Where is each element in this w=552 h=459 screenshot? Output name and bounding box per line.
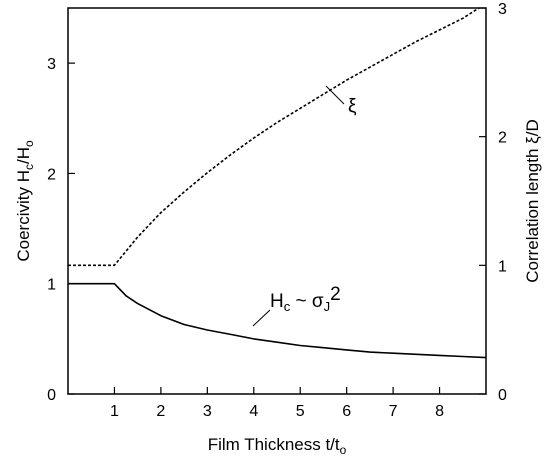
xi-annotation: ξ — [348, 96, 357, 117]
ticks: 1 2 3 4 5 6 7 8 0 1 2 3 0 1 2 3 — [47, 1, 507, 420]
y-axis-left-title-mid: /H — [14, 147, 33, 164]
x-tick-label: 1 — [110, 403, 119, 420]
hc-annotation-sub-j: J — [324, 299, 331, 314]
y-left-tick-label: 1 — [47, 277, 56, 294]
x-axis-title: Film Thickness t/to — [208, 435, 347, 457]
x-tick-label: 6 — [342, 403, 351, 420]
x-tick-label: 5 — [296, 403, 305, 420]
hc-annotation-main: H — [270, 291, 284, 312]
hc-annotation: Hc ~ σJ2 — [270, 284, 341, 314]
y-left-tick-label: 3 — [47, 56, 56, 73]
plot-frame — [67, 7, 487, 395]
y-right-tick-label: 0 — [498, 387, 507, 404]
y-left-tick-label: 0 — [47, 387, 56, 404]
y-right-tick-label: 2 — [498, 130, 507, 147]
y-axis-left-title-main: Coercivity H — [14, 170, 33, 262]
hc-annotation-sub-c: c — [284, 299, 291, 314]
y-axis-left-title-sub2: o — [22, 140, 36, 147]
hc-leader-line — [252, 309, 271, 327]
hc-annotation-pow: 2 — [330, 284, 341, 305]
x-tick-label: 3 — [203, 403, 212, 420]
x-axis-title-sub: o — [340, 443, 347, 457]
xi-series-line — [68, 7, 480, 267]
x-axis-title-main: Film Thickness t/t — [208, 435, 340, 454]
hc-annotation-tilde: ~ σ — [290, 291, 324, 312]
hc-series-line — [68, 282, 487, 359]
y-left-tick-label: 2 — [47, 166, 56, 183]
y-axis-left-title: Coercivity Hc/Ho — [14, 140, 36, 262]
y-axis-left-title-sub1: c — [22, 164, 36, 170]
x-tick-label: 8 — [435, 403, 444, 420]
x-tick-label: 4 — [249, 403, 258, 420]
x-tick-label: 7 — [389, 403, 398, 420]
xi-leader-line — [325, 85, 345, 105]
y-axis-right-title: Correlation length ξ/D — [523, 119, 542, 283]
y-right-tick-label: 1 — [498, 258, 507, 275]
y-right-tick-label: 3 — [498, 1, 507, 18]
x-tick-label: 2 — [156, 403, 165, 420]
series-layer — [68, 7, 487, 359]
